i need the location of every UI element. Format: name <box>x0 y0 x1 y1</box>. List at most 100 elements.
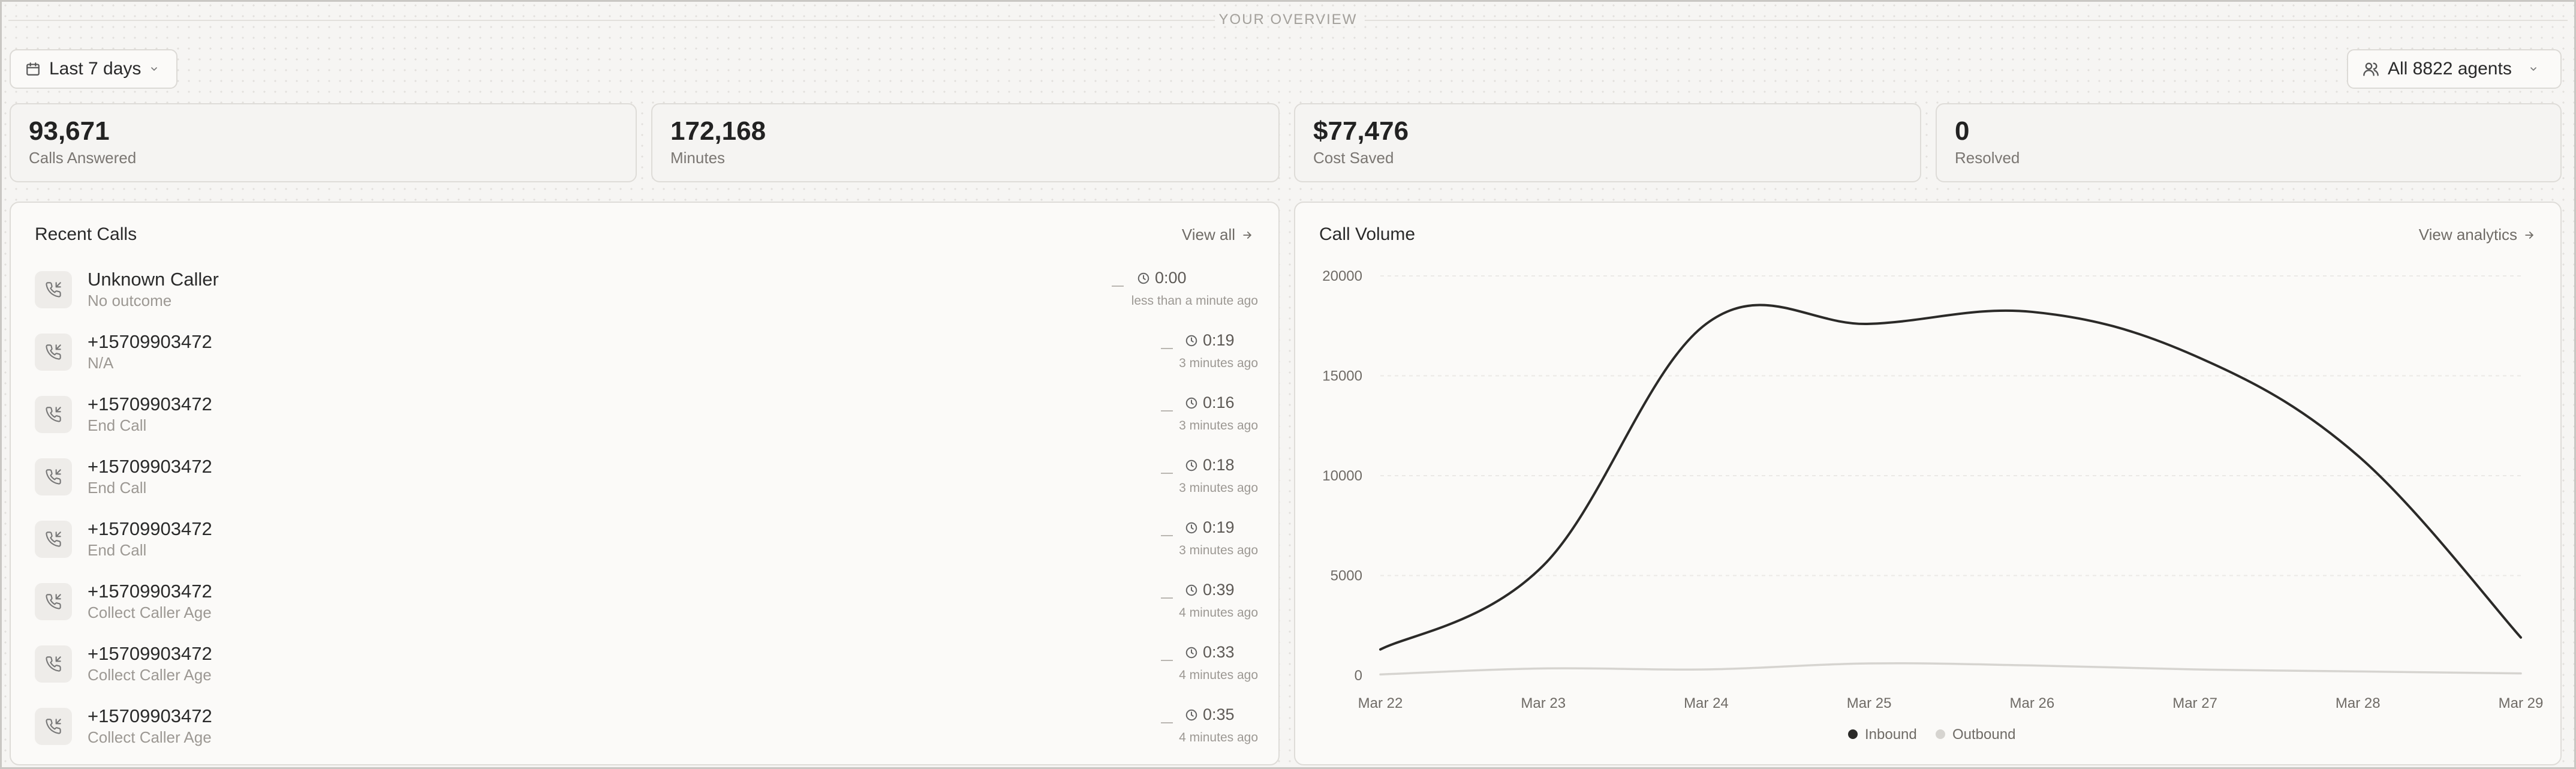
x-tick-label: Mar 24 <box>1684 695 1729 711</box>
phone-incoming-icon <box>35 708 72 745</box>
call-row[interactable]: +15709903472 End Call 0:19 3 minutes ago <box>35 515 1258 577</box>
call-duration: 0:18 <box>1185 456 1235 474</box>
call-outcome: N/A <box>88 354 114 372</box>
stat-cost-saved: $77,476 Cost Saved <box>1294 103 1921 182</box>
x-tick-label: Mar 27 <box>2172 695 2217 711</box>
call-row[interactable]: +15709903472 N/A 0:19 3 minutes ago <box>35 328 1258 390</box>
clock-icon <box>1185 396 1198 410</box>
call-duration: 0:16 <box>1185 393 1235 412</box>
view-analytics-label: View analytics <box>2418 226 2517 244</box>
caller-name: +15709903472 <box>88 643 212 664</box>
call-duration: 0:19 <box>1185 331 1235 350</box>
call-row[interactable]: +15709903472 Collect Caller Age 0:39 4 minu… <box>35 577 1258 639</box>
stat-label: Minutes <box>670 149 726 167</box>
separator-dash <box>1161 722 1173 723</box>
call-volume-panel: Call Volume View analytics 0 5000 10000 150… <box>1294 202 2562 765</box>
stat-label: Cost Saved <box>1313 149 1394 167</box>
call-time-ago: less than a minute ago <box>1131 294 1258 308</box>
caller-name: +15709903472 <box>88 705 212 726</box>
call-outcome: No outcome <box>88 292 172 310</box>
call-row[interactable]: +15709903472 Collect Caller Age 0:33 4 minu… <box>35 639 1258 702</box>
stat-value: 172,168 <box>670 116 766 146</box>
y-tick-label: 15000 <box>1322 368 1362 384</box>
legend-swatch <box>1848 729 1858 739</box>
clock-icon <box>1137 272 1150 285</box>
call-row[interactable]: Unknown Caller No outcome 0:00 less than a … <box>35 265 1258 328</box>
phone-incoming-icon <box>35 645 72 683</box>
chevron-down-icon <box>2530 67 2536 71</box>
series-line-inbound <box>1379 304 2522 651</box>
call-outcome: End Call <box>88 416 147 434</box>
stat-value: 0 <box>1955 116 1970 146</box>
call-duration: 0:00 <box>1137 269 1187 287</box>
date-range-dropdown[interactable]: Last 7 days <box>10 49 177 89</box>
stat-value: 93,671 <box>29 116 110 146</box>
header-divider-right <box>1365 20 2568 21</box>
caller-name: +15709903472 <box>88 456 212 477</box>
call-outcome: Collect Caller Age <box>88 666 212 684</box>
duration-value: 0:33 <box>1203 643 1235 661</box>
call-time-ago: 4 minutes ago <box>1179 731 1258 744</box>
caller-name: +15709903472 <box>88 393 212 414</box>
y-tick-label: 10000 <box>1322 468 1362 484</box>
header-divider-left <box>8 20 1215 21</box>
call-time-ago: 3 minutes ago <box>1179 481 1258 495</box>
separator-dash <box>1112 286 1124 287</box>
call-row[interactable]: +15709903472 End Call 0:18 3 minutes ago <box>35 452 1258 515</box>
users-icon <box>2363 62 2379 76</box>
separator-dash <box>1161 597 1173 599</box>
recent-calls-panel: Recent Calls View all Unknown Caller No o… <box>10 202 1280 765</box>
duration-value: 0:16 <box>1203 393 1235 411</box>
caller-name: +15709903472 <box>88 581 212 602</box>
clock-icon <box>1185 646 1198 659</box>
x-tick-label: Mar 26 <box>2010 695 2055 711</box>
calendar-icon <box>26 62 40 76</box>
clock-icon <box>1185 584 1198 597</box>
call-row[interactable]: +15709903472 Collect Caller Age 0:35 4 minu… <box>35 702 1258 764</box>
legend-label: Outbound <box>1952 726 2015 743</box>
phone-incoming-icon <box>35 396 72 433</box>
recent-calls-title: Recent Calls <box>35 224 137 244</box>
clock-icon <box>1185 334 1198 347</box>
y-tick-label: 20000 <box>1322 268 1362 284</box>
x-tick-label: Mar 23 <box>1521 695 1566 711</box>
call-time-ago: 3 minutes ago <box>1179 543 1258 557</box>
duration-value: 0:39 <box>1203 581 1235 599</box>
call-duration: 0:19 <box>1185 518 1235 537</box>
call-outcome: End Call <box>88 479 147 497</box>
call-time-ago: 3 minutes ago <box>1179 356 1258 370</box>
duration-value: 0:19 <box>1203 518 1235 536</box>
separator-dash <box>1161 473 1173 474</box>
call-volume-chart: 0 5000 10000 15000 20000 Mar 22 Mar 23 Mar 24 Ma… <box>1322 268 2543 743</box>
view-all-label: View all <box>1181 226 1235 244</box>
overview-header: YOUR OVERVIEW <box>0 0 2576 40</box>
separator-dash <box>1161 410 1173 411</box>
stat-calls-answered: 93,671 Calls Answered <box>10 103 637 182</box>
legend-swatch <box>1936 729 1945 739</box>
call-outcome: Collect Caller Age <box>88 603 212 621</box>
phone-incoming-icon <box>35 458 72 495</box>
duration-value: 0:35 <box>1203 705 1235 723</box>
call-volume-title: Call Volume <box>1319 224 1416 244</box>
series-line-outbound <box>1379 662 2522 676</box>
caller-name: +15709903472 <box>88 518 212 539</box>
y-tick-label: 0 <box>1355 668 1362 684</box>
view-analytics-link[interactable]: View analytics <box>2419 226 2535 244</box>
duration-value: 0:18 <box>1203 456 1235 474</box>
x-tick-label: Mar 25 <box>1847 695 1892 711</box>
clock-icon <box>1185 521 1198 534</box>
stat-value: $77,476 <box>1313 116 1409 146</box>
agents-label: All 8822 agents <box>2388 59 2512 79</box>
phone-incoming-icon <box>35 271 72 308</box>
call-duration: 0:39 <box>1185 581 1235 599</box>
stat-label: Calls Answered <box>29 149 137 167</box>
call-row[interactable]: +15709903472 End Call 0:16 3 minutes ago <box>35 390 1258 452</box>
duration-value: 0:19 <box>1203 331 1235 349</box>
duration-value: 0:00 <box>1155 269 1187 287</box>
phone-incoming-icon <box>35 521 72 558</box>
legend-label: Inbound <box>1865 726 1917 743</box>
agents-dropdown[interactable]: All 8822 agents <box>2347 49 2562 89</box>
view-all-link[interactable]: View all <box>1182 226 1253 244</box>
x-tick-label: Mar 28 <box>2336 695 2381 711</box>
